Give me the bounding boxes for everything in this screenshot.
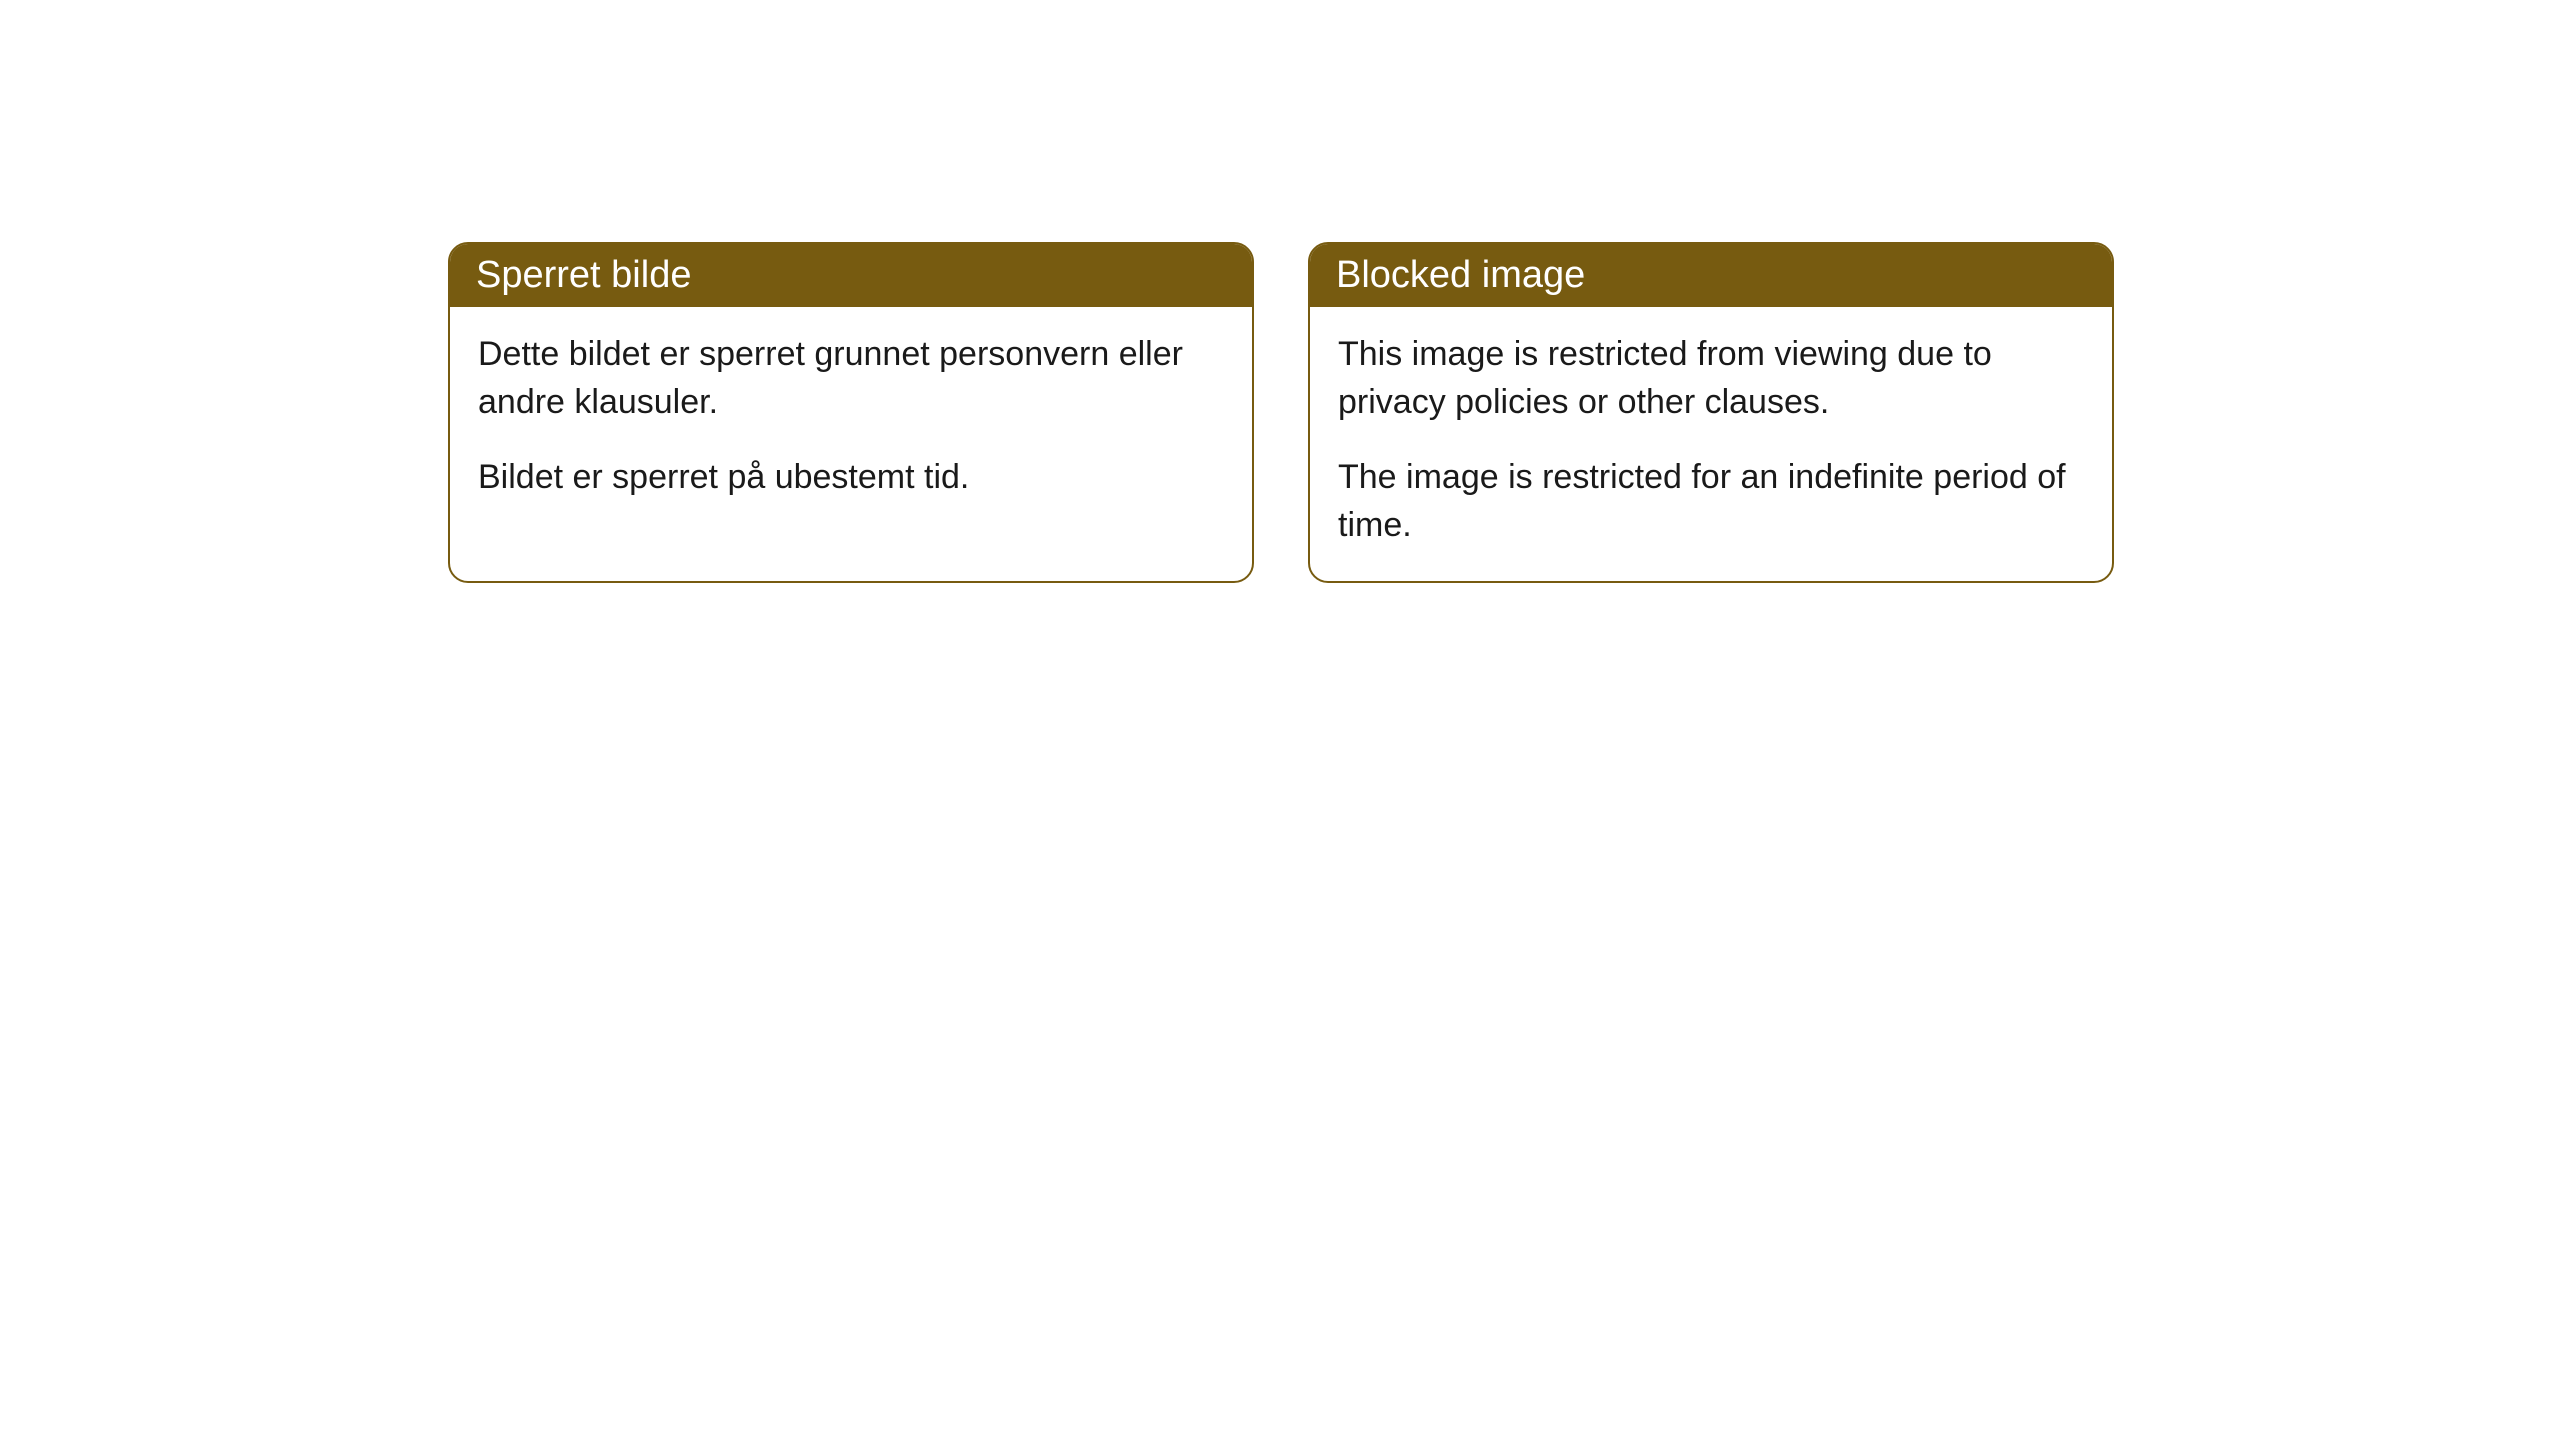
notice-text-2: The image is restricted for an indefinit… xyxy=(1338,454,2084,549)
notice-text-2: Bildet er sperret på ubestemt tid. xyxy=(478,454,1224,502)
notice-card-norwegian: Sperret bilde Dette bildet er sperret gr… xyxy=(448,242,1254,583)
card-title: Sperret bilde xyxy=(450,244,1252,307)
card-title: Blocked image xyxy=(1310,244,2112,307)
card-body: This image is restricted from viewing du… xyxy=(1310,307,2112,581)
notice-container: Sperret bilde Dette bildet er sperret gr… xyxy=(448,242,2114,583)
notice-text-1: This image is restricted from viewing du… xyxy=(1338,331,2084,426)
notice-card-english: Blocked image This image is restricted f… xyxy=(1308,242,2114,583)
card-body: Dette bildet er sperret grunnet personve… xyxy=(450,307,1252,534)
notice-text-1: Dette bildet er sperret grunnet personve… xyxy=(478,331,1224,426)
